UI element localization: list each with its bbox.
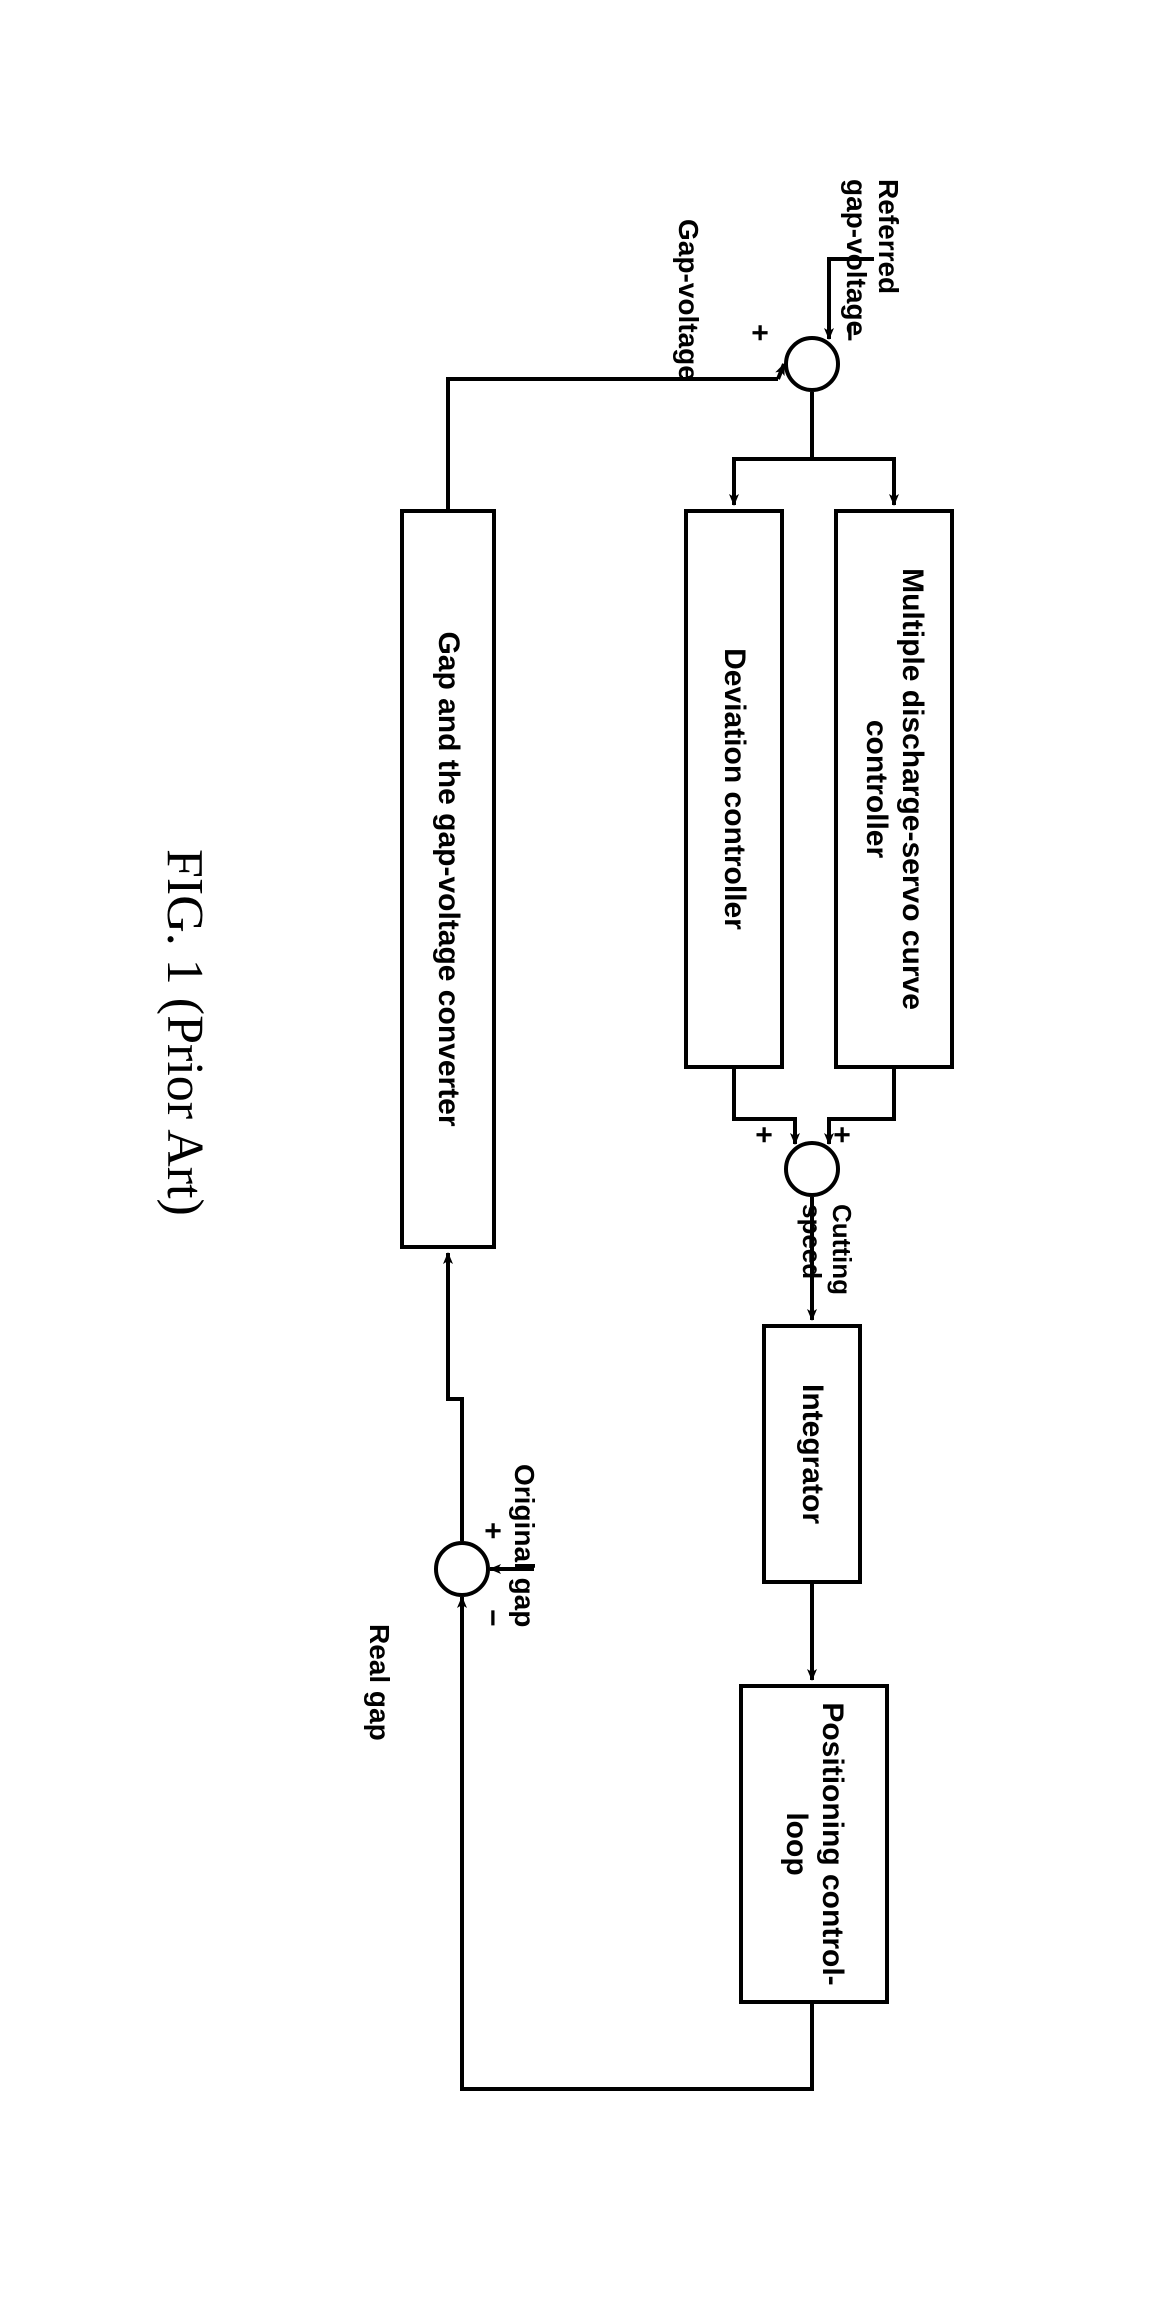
sign-sum1-plus: + [742,324,776,342]
label-cutting-speed: Cutting speed [796,1204,886,1295]
box-integrator: Integrator [762,1324,862,1584]
sign-sum2-plus-bot: + [746,1126,780,1144]
box-pos-label: Positioning control-loop [778,1696,850,1992]
box-deviation-controller: Deviation controller [684,509,784,1069]
sum-node-3 [434,1541,490,1597]
diagram-container: Multiple discharge-servo curve controlle… [134,149,1034,2149]
box-curve-label: Multiple discharge-servo curve controlle… [858,521,930,1057]
sign-sum3-plus: + [475,1522,509,1540]
label-original-gap-text: Original gap [509,1464,540,1627]
label-referred-gap-voltage-text: Referred gap-voltage [841,179,904,336]
label-real-gap: Real gap [363,1624,427,1741]
sum-node-2 [784,1141,840,1197]
sign-sum3-minus: − [475,1609,509,1627]
label-gap-voltage-text: Gap-voltage [673,219,704,381]
box-conv-label: Gap and the gap-voltage converter [430,631,466,1126]
box-int-label: Integrator [794,1384,830,1524]
box-curve-controller: Multiple discharge-servo curve controlle… [834,509,954,1069]
label-cutting-speed-text: Cutting speed [797,1204,857,1295]
box-positioning-control-loop: Positioning control-loop [739,1684,889,2004]
box-dev-label: Deviation controller [716,648,752,930]
label-referred-gap-voltage: Referred gap-voltage [839,179,936,336]
figure-caption-text: FIG. 1 (Prior Art) [156,849,213,1216]
sign-sum1-minus: − [832,324,866,342]
label-gap-voltage: Gap-voltage [672,219,736,381]
sum-node-1 [784,336,840,392]
figure-caption: FIG. 1 (Prior Art) [154,849,274,1216]
label-original-gap: Original gap [508,1464,572,1627]
box-gap-voltage-converter: Gap and the gap-voltage converter [400,509,496,1249]
label-real-gap-text: Real gap [364,1624,395,1741]
sign-sum2-plus-top: + [824,1126,858,1144]
